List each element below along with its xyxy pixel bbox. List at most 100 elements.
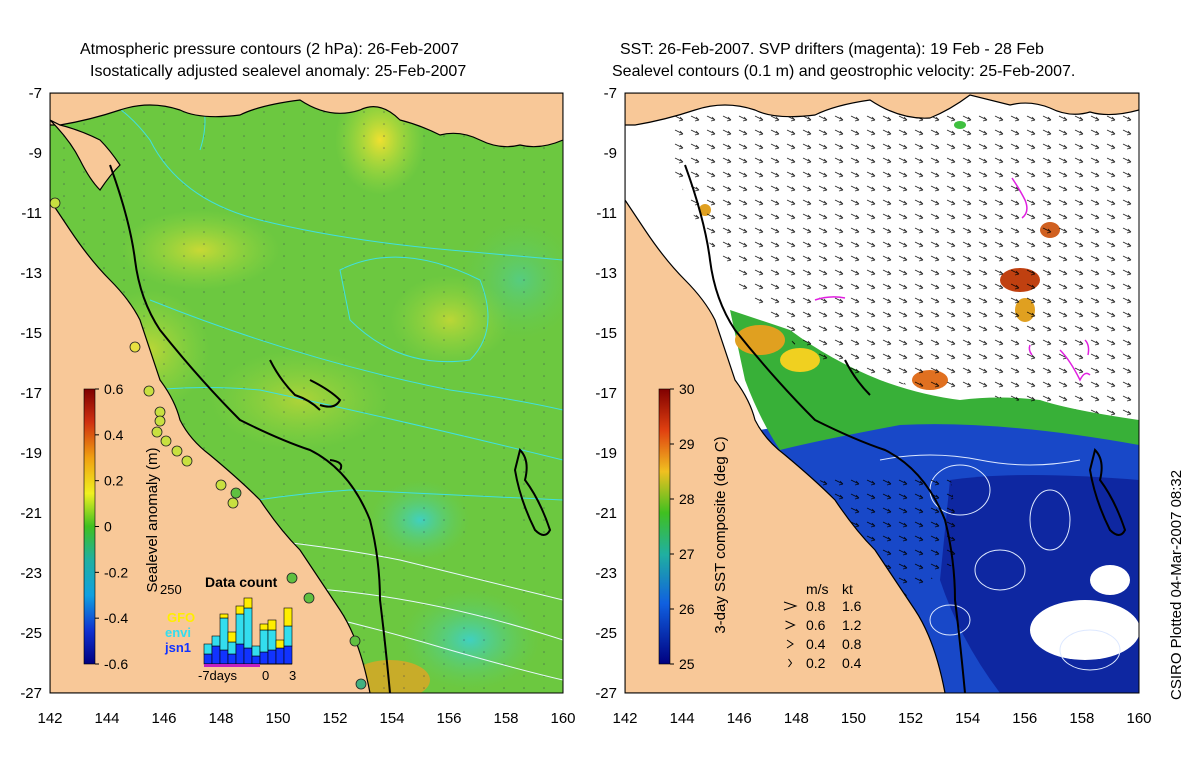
colorbar-tick-label: 0.4: [104, 427, 124, 443]
data-count-timeline: [204, 664, 260, 667]
left-y-axis-labels: -7 -9 -11 -13 -15 -17 -19 -21 -23 -25 -27: [20, 85, 42, 702]
satellite-label-gfo: GFO: [167, 610, 195, 625]
x-axis-tick-label: 152: [898, 710, 923, 727]
colorbar-tick-label: -0.4: [104, 610, 128, 626]
data-count-x-zero: 0: [262, 668, 269, 683]
velocity-arrow-field: [670, 110, 1139, 420]
x-axis-tick-label: 150: [265, 710, 290, 727]
right-reef-lines: [684, 164, 1127, 693]
data-count-bar: [267, 619, 277, 631]
data-count-bar: [251, 645, 261, 657]
colorbar-tick-label: 0.6: [104, 381, 124, 397]
y-axis-tick-label: -25: [20, 625, 42, 642]
left-title-line1: Atmospheric pressure contours (2 hPa): 2…: [80, 41, 459, 58]
y-axis-tick-label: -11: [596, 205, 617, 222]
data-count-bar: [235, 643, 245, 665]
data-count-ymax: 250: [160, 582, 182, 597]
colorbar-tick-label: 26: [679, 601, 695, 617]
sla-colorbar-ticks: 0.6 0.4 0.2 0 -0.2 -0.4 -0.6: [95, 381, 128, 672]
y-axis-tick-label: -23: [20, 565, 42, 582]
x-axis-tick-label: 156: [436, 710, 461, 727]
y-axis-tick-label: -7: [604, 85, 617, 102]
tide-gauges: [50, 197, 367, 690]
y-axis-tick-label: -13: [595, 265, 617, 282]
satellite-label-jsn1: jsn1: [164, 640, 191, 655]
y-axis-tick-label: -19: [595, 445, 617, 462]
sst-colorbar-ticks: 30 29 28 27 26 25: [670, 381, 695, 672]
right-x-axis-labels: 142 144 146 148 150 152 154 156 158 160: [612, 710, 1151, 727]
y-axis-tick-label: -27: [20, 685, 42, 702]
x-axis-tick-label: 146: [151, 710, 176, 727]
y-axis-tick-label: -23: [595, 565, 617, 582]
x-axis-tick-label: 160: [550, 710, 575, 727]
data-count-bar: [211, 635, 221, 647]
svp-drifters: [814, 177, 1091, 382]
right-title-line2: Sealevel contours (0.1 m) and geostrophi…: [612, 63, 1076, 80]
data-count-bars: [203, 597, 293, 665]
y-axis-tick-label: -7: [29, 85, 42, 102]
velocity-legend-header-kt: kt: [842, 581, 853, 597]
velocity-legend-ms: 0.6: [806, 617, 826, 633]
right-land-queensland: [625, 93, 946, 693]
left-land-png: [50, 93, 563, 148]
data-count-bar: [235, 613, 245, 645]
y-axis-tick-label: -27: [595, 685, 617, 702]
x-axis-tick-label: 144: [670, 710, 695, 727]
colorbar-tick-label: 28: [679, 491, 695, 507]
x-axis-tick-label: 158: [493, 710, 518, 727]
velocity-legend-header-ms: m/s: [806, 581, 829, 597]
x-axis-tick-label: 156: [1012, 710, 1037, 727]
data-count-bar: [283, 625, 293, 647]
colorbar-tick-label: -0.6: [104, 656, 128, 672]
sst-colorbar-fill: [658, 388, 671, 665]
y-axis-tick-label: -21: [595, 505, 617, 522]
right-map-frame: [624, 92, 1140, 694]
velocity-legend-arrow: [786, 639, 794, 649]
data-count-x-end: 3: [289, 668, 296, 683]
left-land-cape-york: [50, 119, 121, 191]
colorbar-tick-label: 0.2: [104, 473, 124, 489]
velocity-legend: m/s kt 0.8 1.6 0.6 1.2 0.4 0.8 0.2 0.4: [783, 581, 862, 671]
data-count-bar: [275, 639, 285, 649]
data-count-bar: [219, 617, 229, 651]
y-axis-tick-label: -17: [595, 385, 617, 402]
x-axis-tick-label: 144: [94, 710, 119, 727]
sla-colorbar-label: Sealevel anomaly (m): [144, 447, 161, 592]
y-axis-tick-label: -9: [29, 145, 42, 162]
colorbar-tick-label: 30: [679, 381, 695, 397]
left-land-queensland: [50, 93, 371, 693]
y-axis-tick-label: -25: [595, 625, 617, 642]
colorbar-tick-label: 27: [679, 546, 695, 562]
colorbar-tick-label: -0.2: [104, 564, 128, 580]
x-axis-tick-label: 146: [727, 710, 752, 727]
sst-colorbar-label: 3-day SST composite (deg C): [712, 436, 729, 633]
y-axis-tick-label: -13: [20, 265, 42, 282]
reef-lines: [109, 164, 552, 693]
data-count-title: Data count: [205, 574, 278, 590]
data-count-bar: [251, 655, 261, 665]
x-axis-tick-label: 152: [322, 710, 347, 727]
data-count-bar: [283, 645, 293, 665]
x-axis-tick-label: 154: [379, 710, 404, 727]
y-axis-tick-label: -15: [595, 325, 617, 342]
sst-warm-coastal: [730, 310, 1139, 450]
x-axis-tick-label: 148: [784, 710, 809, 727]
velocity-legend-arrow: [785, 620, 796, 630]
velocity-legend-kt: 1.6: [842, 598, 862, 614]
colorbar-tick-label: 0: [104, 519, 112, 535]
data-count-bar: [203, 653, 213, 665]
data-count-bar: [211, 645, 221, 665]
velocity-legend-arrow: [783, 601, 798, 611]
data-count-bar: [243, 607, 253, 649]
data-count-bar: [267, 649, 277, 665]
y-axis-tick-label: -19: [20, 445, 42, 462]
colorbar-tick-label: 25: [679, 656, 695, 672]
data-count-bar: [267, 629, 277, 651]
left-x-axis-labels: 142 144 146 148 150 152 154 156 158 160: [37, 710, 575, 727]
data-count-bar: [283, 607, 293, 627]
x-axis-tick-label: 160: [1126, 710, 1151, 727]
velocity-legend-kt: 0.8: [842, 636, 862, 652]
y-axis-tick-label: -15: [20, 325, 42, 342]
velocity-legend-ms: 0.8: [806, 598, 826, 614]
data-count-bar: [243, 647, 253, 665]
